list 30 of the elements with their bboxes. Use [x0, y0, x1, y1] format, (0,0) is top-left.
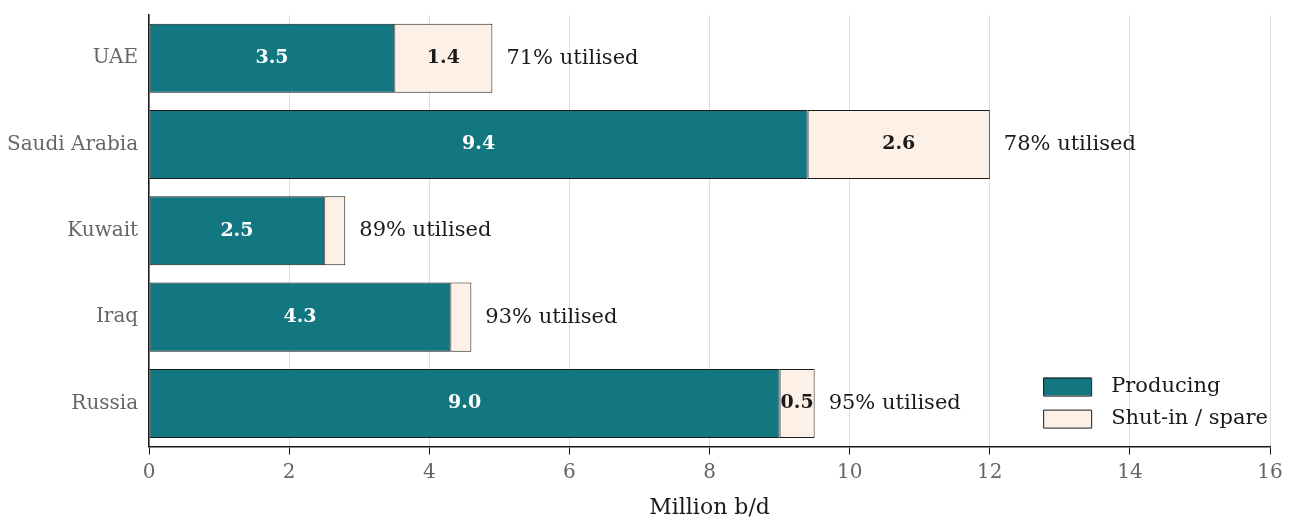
x-tick-label: 10: [836, 458, 863, 483]
y-tick-label: Saudi Arabia: [6, 130, 139, 155]
y-tick-label: Russia: [71, 389, 139, 414]
legend-label: Shut-in / spare: [1111, 405, 1268, 430]
y-tick-label: Kuwait: [67, 217, 139, 241]
x-tick-label: 14: [1117, 458, 1143, 483]
data-label: 4.3: [283, 304, 317, 327]
x-tick-label: 0: [142, 458, 156, 483]
data-label: 2.5: [220, 217, 254, 240]
annotation: 95% utilised: [828, 389, 961, 414]
x-tick-label: 16: [1257, 458, 1283, 483]
x-tick-label: 4: [422, 458, 436, 483]
x-tick-label: 8: [703, 458, 716, 483]
y-tick-label: Iraq: [95, 303, 139, 328]
x-tick-label: 12: [977, 458, 1003, 483]
x-tick-label: 6: [563, 458, 576, 483]
annotation: 89% utilised: [359, 217, 492, 242]
data-label: 9.4: [462, 131, 496, 154]
annotation: 71% utilised: [506, 44, 639, 69]
data-label: 9.0: [448, 390, 482, 413]
y-tick-label: UAE: [92, 44, 139, 69]
x-tick-label: 2: [282, 458, 296, 483]
data-label: 0.5: [780, 390, 814, 413]
annotation: 93% utilised: [485, 303, 618, 328]
legend-label: Producing: [1111, 373, 1221, 398]
annotation: 78% utilised: [1003, 130, 1136, 155]
data-label: 1.4: [426, 45, 460, 68]
x-axis-title: Million b/d: [649, 493, 770, 519]
data-label: 3.5: [255, 45, 289, 68]
data-label: 2.6: [882, 131, 916, 154]
